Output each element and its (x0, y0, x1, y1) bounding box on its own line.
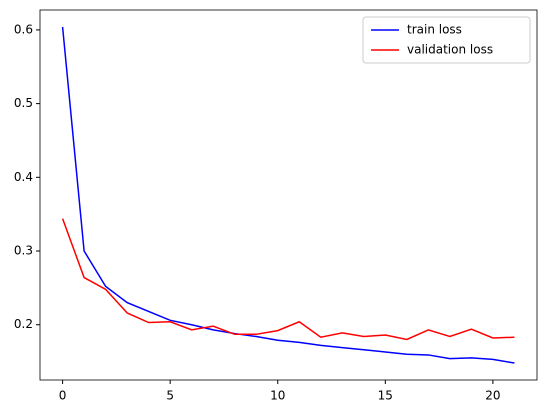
legend-label: validation loss (407, 43, 493, 57)
plot-frame (39, 9, 538, 381)
x-tick-label: 5 (166, 389, 174, 403)
line (61, 26, 515, 364)
legend-label: train loss (407, 23, 462, 37)
y-tick-label: 0.5 (14, 96, 33, 110)
line (61, 218, 515, 341)
y-tick-label: 0.3 (14, 244, 33, 258)
x-tick-label: 10 (270, 389, 285, 403)
x-tick-label: 15 (378, 389, 393, 403)
y-tick-label: 0.2 (14, 317, 33, 331)
legend-box (362, 16, 531, 64)
y-tick-label: 0.4 (14, 170, 33, 184)
x-tick-label: 20 (485, 389, 500, 403)
x-tick-label: 0 (59, 389, 67, 403)
y-tick-label: 0.6 (14, 22, 33, 36)
